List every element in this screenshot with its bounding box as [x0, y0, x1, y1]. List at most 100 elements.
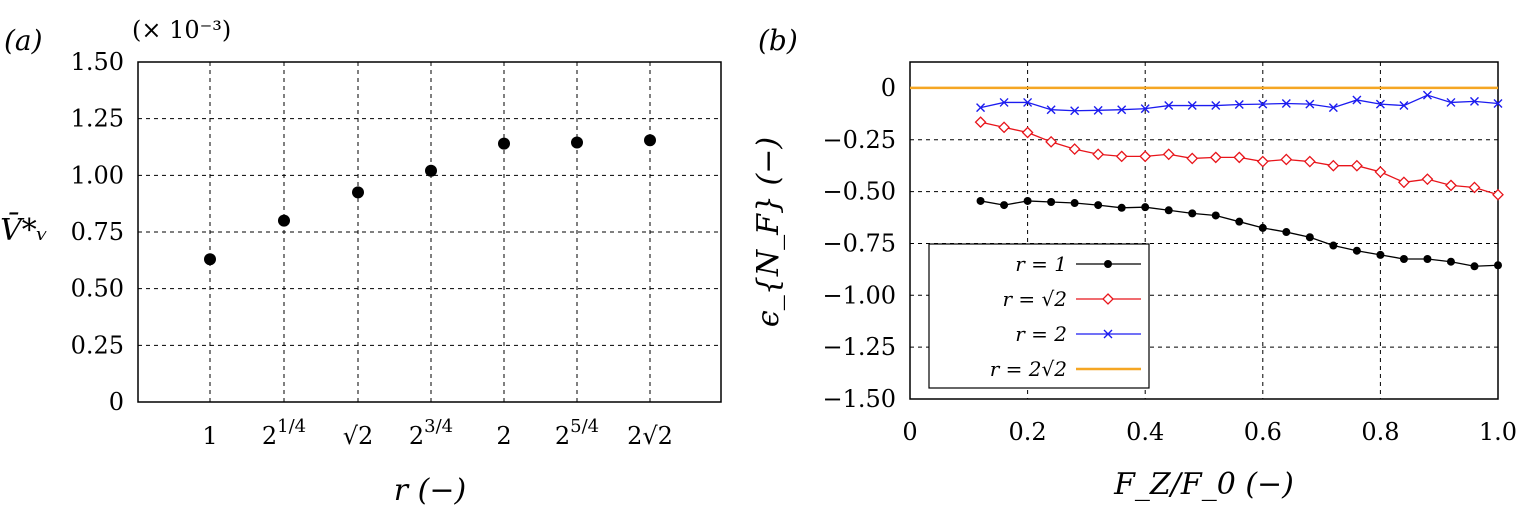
series-point-1 [1139, 150, 1152, 163]
panel-a-xtick-label: 21/4 [262, 416, 306, 450]
series-point-1 [1445, 179, 1457, 192]
legend-box [928, 243, 1150, 389]
series-point-0 [1376, 250, 1385, 259]
panel-a-ylabel: V̄*ᵥ [0, 212, 48, 248]
series-point-2 [1258, 99, 1268, 109]
series-point-0 [1329, 241, 1338, 250]
series-point-0 [1023, 196, 1032, 205]
panel-b-xtick-label: 0.8 [1361, 418, 1399, 446]
panel-a-scale-note: (× 10⁻³) [132, 16, 231, 44]
series-point-2 [1352, 95, 1362, 105]
legend-entry-label: r = √2 [1002, 287, 1067, 311]
series-point-1 [1468, 181, 1481, 194]
series-point-2 [1164, 101, 1174, 111]
series-point-0 [1282, 228, 1291, 237]
series-point-0 [1235, 217, 1244, 226]
panel-a-frame [137, 61, 722, 403]
panel-a-ytick-label: 1.50 [71, 48, 124, 76]
series-point-2 [1305, 99, 1315, 109]
series-point-1 [1492, 188, 1504, 201]
series-point-0 [1258, 223, 1267, 232]
panel-a-ytick-label: 0.50 [71, 275, 124, 303]
panel-b-xtick-label: 0.2 [1009, 418, 1047, 446]
panel-b-ytick-label: −0.75 [822, 229, 896, 257]
panel-a-ytick-label: 1.00 [71, 161, 124, 189]
series-point-0 [1188, 209, 1197, 218]
series-point-2 [1399, 101, 1409, 111]
legend-entry-label: r = 2√2 [990, 357, 1067, 381]
series-point-1 [974, 116, 987, 129]
series-point-2 [1140, 104, 1150, 114]
series-point-0 [1211, 211, 1220, 220]
panel-a-ytick-label: 0.75 [71, 218, 124, 246]
panel-b-ytick-label: 0 [881, 74, 896, 102]
series-point-0 [1117, 203, 1126, 212]
series-point-0 [1094, 201, 1103, 210]
legend-entry-label: r = 2 [1015, 322, 1067, 346]
series-point-2 [1328, 103, 1338, 113]
series-point-2 [1493, 98, 1503, 108]
panel-b-ytick-label: −1.00 [822, 281, 896, 309]
series-point-0 [1423, 255, 1432, 264]
series-point-2 [1093, 105, 1103, 115]
panel-a-point [571, 136, 583, 149]
panel-a-xlabel: r (−) [394, 473, 466, 508]
panel-a-xtick-label: 2 [496, 422, 511, 450]
series-line-2 [980, 94, 1499, 112]
panel-b-xlabel: F_Z/F_0 (−) [1113, 467, 1294, 502]
series-point-1 [1186, 152, 1199, 165]
series-point-2 [1422, 90, 1432, 100]
series-point-2 [1070, 106, 1080, 116]
series-point-1 [1162, 148, 1175, 161]
series-point-1 [1421, 173, 1434, 186]
panel-a: (a) (× 10⁻³) 0 0.25 0.50 0.75 1.00 1.25 1.50 1… [0, 16, 722, 508]
panel-b-ytick-label: −1.25 [822, 333, 896, 361]
panel-a-point [278, 214, 290, 227]
panel-b-label: (b) [758, 24, 798, 57]
panel-b-xtick-label: 0.4 [1126, 418, 1164, 446]
series-point-1 [1092, 148, 1105, 161]
panel-a-xtick-label: 2√2 [627, 422, 673, 450]
panel-b-ytick-label: −0.25 [822, 126, 896, 154]
panel-a-ytick-label: 0 [109, 388, 124, 416]
series-point-2 [1446, 97, 1456, 107]
legend: r = 1 r = √2 r = 2 r = 2√2 [928, 243, 1150, 389]
series-point-0 [1070, 199, 1079, 208]
panel-b-xtick-label: 0.6 [1244, 418, 1282, 446]
series-point-1 [1233, 151, 1246, 164]
series-point-1 [998, 121, 1010, 134]
panel-a-point [352, 186, 364, 199]
panel-b-xtick-label: 1.0 [1479, 418, 1517, 446]
series-point-0 [1352, 246, 1361, 255]
series-point-0 [1141, 203, 1150, 212]
legend-entry-marker [1102, 293, 1114, 305]
panel-a-xtick-label: 23/4 [409, 416, 453, 450]
panel-a-xtick-label: √2 [343, 422, 374, 450]
series-point-1 [1350, 159, 1363, 172]
series-point-0 [1164, 206, 1173, 215]
panel-a-xtick-label: 25/4 [555, 416, 599, 450]
panel-b-ytick-label: −1.50 [822, 385, 896, 413]
panel-a-xtick-label: 1 [202, 422, 217, 450]
series-point-1 [1256, 155, 1269, 168]
series-point-1 [1209, 151, 1222, 164]
series-point-2 [1117, 105, 1127, 115]
series-point-1 [1374, 165, 1387, 178]
series-point-1 [1045, 135, 1058, 148]
series-point-1 [1303, 155, 1316, 168]
series-point-0 [1399, 255, 1408, 264]
series-point-2 [976, 103, 986, 113]
panel-a-ytick-label: 1.25 [71, 105, 124, 133]
series-point-2 [1375, 99, 1385, 109]
series-point-1 [1021, 126, 1034, 139]
series-point-0 [976, 196, 985, 205]
series-point-2 [1234, 100, 1244, 110]
panel-b-xtick-label: 0 [902, 418, 917, 446]
series-point-0 [1494, 261, 1502, 270]
series-point-0 [1470, 262, 1479, 271]
series-point-2 [1469, 96, 1479, 106]
panel-a-point [425, 164, 437, 177]
series-point-1 [1327, 159, 1340, 172]
panel-a-ytick-label: 0.25 [71, 331, 124, 359]
